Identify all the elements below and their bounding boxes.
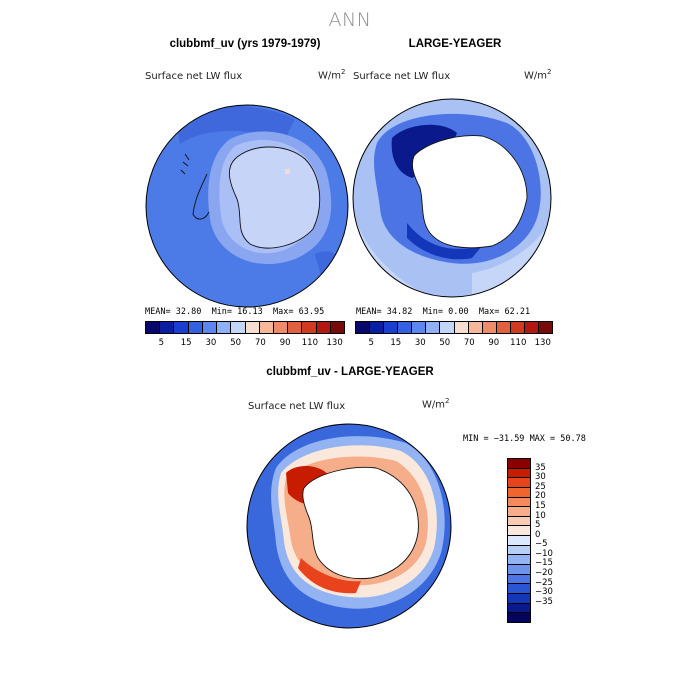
colorbar-tick-label: 5: [535, 520, 541, 531]
colorbar-tick-label: 30: [414, 338, 426, 348]
colorbar-tick-label: 35: [535, 462, 546, 473]
colorbar-swatch: [202, 322, 218, 333]
diff-map: [246, 423, 452, 629]
colorbar-tick-label: −30: [535, 587, 553, 598]
colorbar-swatch: [468, 322, 483, 333]
colorbar-swatch: [330, 322, 345, 333]
colorbar-swatch: [316, 322, 331, 333]
colorbar-swatch: [482, 322, 497, 333]
colorbar-swatch: [508, 507, 530, 517]
panel2-colorbar: [355, 321, 553, 334]
colorbar-tick-label: 5: [158, 338, 165, 348]
colorbar-swatch: [160, 322, 175, 333]
colorbar-swatch: [508, 487, 530, 498]
colorbar-tick-label: −5: [535, 539, 548, 550]
colorbar-swatch: [356, 322, 371, 333]
colorbar-swatch: [508, 468, 530, 479]
colorbar-swatch: [508, 526, 530, 537]
panel1-units: W/m2: [318, 68, 346, 82]
diff-variable: Surface net LW flux: [248, 401, 346, 412]
colorbar-swatch: [217, 322, 232, 333]
colorbar-tick-label: 90: [488, 338, 500, 348]
panel2-colorbar-ticks: 5 15 30 50 70 90 110 130: [355, 338, 551, 350]
diff-stats: MIN = −31.59 MAX = 50.78: [463, 434, 586, 444]
colorbar-tick-label: 25: [535, 481, 546, 492]
colorbar-swatch: [426, 322, 441, 333]
colorbar-swatch: [510, 322, 525, 333]
colorbar-swatch: [174, 322, 189, 333]
colorbar-tick-label: 50: [230, 338, 242, 348]
colorbar-tick-label: −15: [535, 558, 553, 569]
colorbar-tick-label: 110: [510, 338, 527, 348]
panel1-map: [145, 104, 349, 308]
panel2-variable: Surface net LW flux: [353, 71, 451, 82]
colorbar-tick-label: 30: [535, 472, 546, 483]
colorbar-swatch: [508, 478, 530, 488]
colorbar-swatch: [508, 555, 530, 566]
colorbar-swatch: [231, 322, 246, 333]
colorbar-swatch: [508, 545, 530, 556]
colorbar-swatch: [508, 593, 530, 604]
colorbar-tick-label: −10: [535, 548, 553, 559]
colorbar-swatch: [412, 322, 427, 333]
colorbar-tick-label: 90: [279, 338, 291, 348]
colorbar-swatch: [508, 516, 530, 527]
colorbar-swatch: [302, 322, 317, 333]
colorbar-swatch: [370, 322, 385, 333]
panel2-units: W/m2: [524, 68, 552, 82]
colorbar-swatch: [245, 322, 260, 333]
colorbar-tick-label: 50: [439, 338, 451, 348]
colorbar-swatch: [454, 322, 469, 333]
season-title: ANN: [328, 9, 372, 31]
colorbar-swatch: [384, 322, 399, 333]
diff-units: W/m2: [422, 397, 450, 411]
colorbar-tick-label: 15: [390, 338, 402, 348]
panel2-map: [352, 98, 552, 298]
colorbar-swatch: [524, 322, 540, 333]
colorbar-tick-label: −20: [535, 568, 553, 579]
panel1-variable: Surface net LW flux: [145, 71, 243, 82]
colorbar-tick-label: 70: [254, 338, 266, 348]
panel1-stats: MEAN= 32.80 Min= 16.13 Max= 63.95: [145, 307, 325, 317]
colorbar-swatch: [508, 497, 530, 508]
colorbar-swatch: [508, 565, 530, 575]
colorbar-tick-label: 110: [301, 338, 318, 348]
colorbar-swatch: [288, 322, 303, 333]
colorbar-swatch: [539, 322, 553, 333]
colorbar-tick-label: −35: [535, 596, 553, 607]
colorbar-tick-label: 20: [535, 491, 546, 502]
panel1-colorbar-ticks: 5 15 30 50 70 90 110 130: [145, 338, 343, 350]
colorbar-swatch: [508, 613, 530, 622]
colorbar-swatch: [508, 574, 530, 585]
colorbar-swatch: [508, 459, 530, 469]
colorbar-swatch: [146, 322, 161, 333]
colorbar-tick-label: 15: [180, 338, 192, 348]
panel2-title: LARGE-YEAGER: [408, 38, 502, 50]
colorbar-swatch: [259, 322, 274, 333]
colorbar-tick-label: 130: [534, 338, 551, 348]
colorbar-tick-label: −25: [535, 577, 553, 588]
colorbar-tick-label: 5: [368, 338, 374, 348]
colorbar-tick-label: 10: [535, 510, 546, 521]
colorbar-swatch: [188, 322, 203, 333]
colorbar-tick-label: 0: [535, 529, 541, 540]
colorbar-swatch: [508, 603, 530, 614]
colorbar-swatch: [398, 322, 413, 333]
colorbar-swatch: [496, 322, 511, 333]
panel1-colorbar: [145, 321, 345, 334]
colorbar-swatch: [508, 584, 530, 594]
colorbar-swatch: [440, 322, 455, 333]
colorbar-swatch: [508, 536, 530, 546]
colorbar-tick-label: 15: [535, 500, 546, 511]
panel2-stats: MEAN= 34.82 Min= 0.00 Max= 62.21: [356, 307, 531, 317]
colorbar-swatch: [273, 322, 289, 333]
diff-colorbar: [507, 458, 531, 623]
colorbar-tick-label: 70: [463, 338, 475, 348]
colorbar-tick-label: 130: [326, 338, 343, 348]
diff-title: clubbmf_uv - LARGE-YEAGER: [266, 366, 434, 378]
panel1-title: clubbmf_uv (yrs 1979-1979): [169, 38, 321, 50]
colorbar-tick-label: 30: [205, 338, 217, 348]
